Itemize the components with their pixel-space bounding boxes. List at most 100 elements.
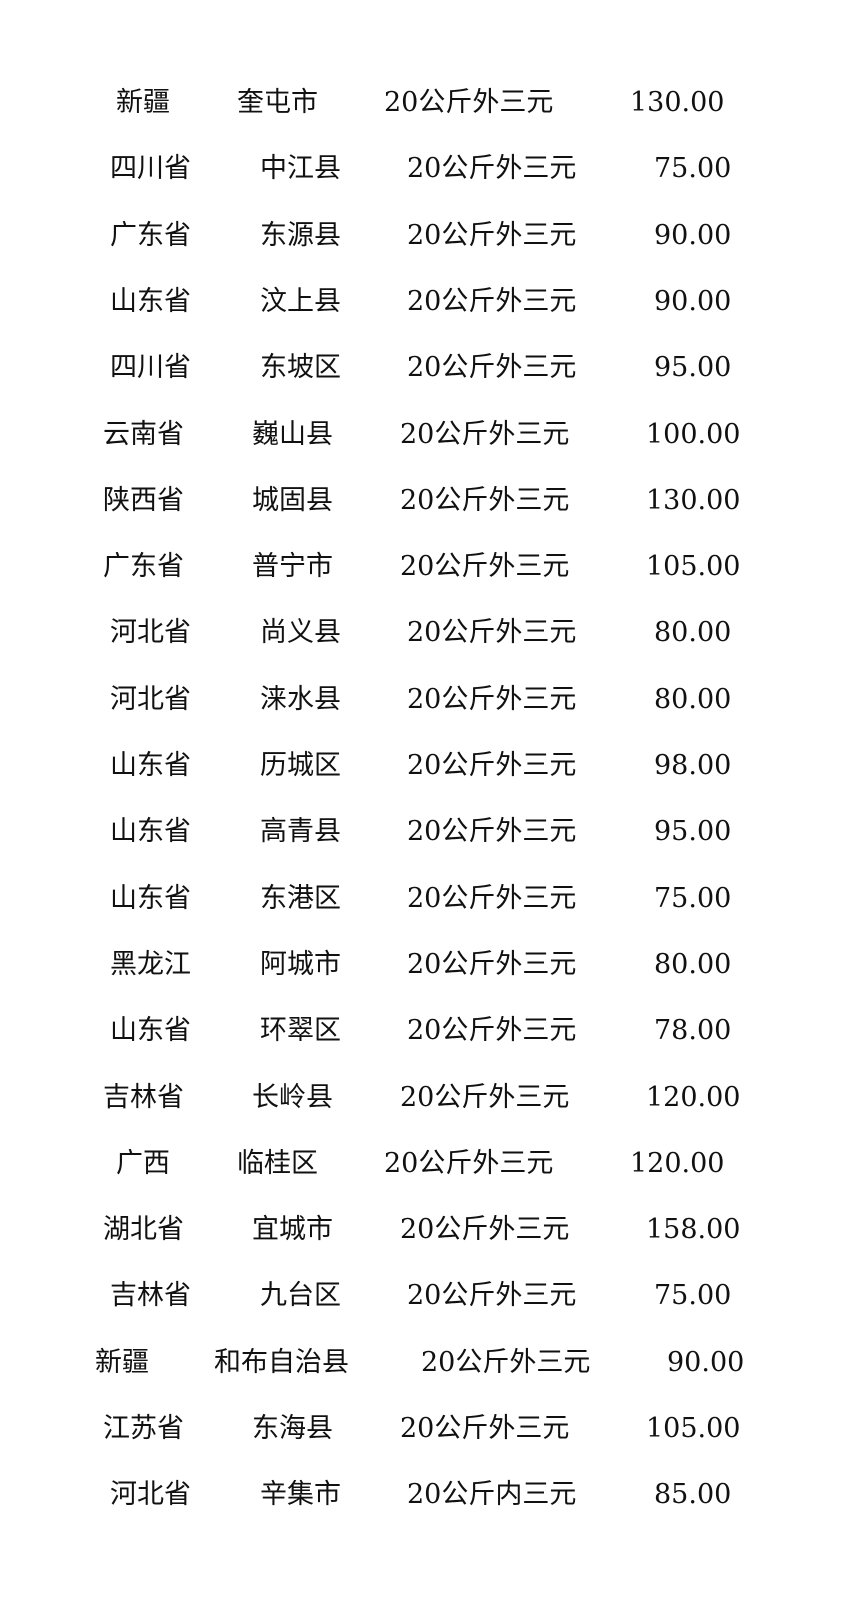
- province-text: 四川省: [110, 153, 191, 185]
- price-text: 105.00: [646, 551, 741, 583]
- rule-text: 20公斤外三元: [400, 484, 570, 516]
- price-text: 80.00: [654, 948, 732, 980]
- city-text: 城固县: [252, 484, 333, 516]
- city-text: 和布自治县: [214, 1346, 349, 1378]
- rule-text: 20公斤外三元: [407, 882, 577, 914]
- list-item: 陕西省 城固县 20公斤外三元 130.00: [0, 481, 858, 521]
- city-text: 高青县: [260, 816, 341, 848]
- list-item: 黑龙江 阿城市 20公斤外三元 80.00: [0, 945, 858, 985]
- city-text: 东海县: [252, 1413, 333, 1444]
- list-item: 山东省 汶上县 20公斤外三元 90.00: [0, 282, 858, 322]
- list-item: 云南省 巍山县 20公斤外三元 100.00: [0, 415, 858, 455]
- list-item: 河北省 辛集市 20公斤内三元 85.00: [0, 1475, 858, 1515]
- rule-text: 20公斤外三元: [407, 153, 577, 185]
- price-text: 100.00: [646, 418, 741, 450]
- list-item: 新疆 和布自治县 20公斤外三元 90.00: [0, 1343, 858, 1383]
- province-text: 广东省: [110, 219, 191, 251]
- list-item: 吉林省 长岭县 20公斤外三元 120.00: [0, 1078, 858, 1118]
- city-text: 涞水县: [260, 683, 341, 715]
- province-text: 广西: [116, 1147, 170, 1179]
- price-text: 78.00: [654, 1015, 732, 1047]
- price-text: 75.00: [654, 153, 732, 185]
- list-item: 湖北省 宜城市 20公斤外三元 158.00: [0, 1210, 858, 1250]
- list-item: 广西 临桂区 20公斤外三元 120.00: [0, 1144, 858, 1184]
- province-text: 湖北省: [103, 1214, 184, 1246]
- list-item: 山东省 环翠区 20公斤外三元 78.00: [0, 1011, 858, 1051]
- price-text: 130.00: [630, 87, 725, 118]
- price-text: 120.00: [630, 1147, 725, 1179]
- city-text: 东坡区: [260, 352, 341, 384]
- price-text: 80.00: [654, 683, 732, 715]
- list-item: 山东省 高青县 20公斤外三元 95.00: [0, 812, 858, 852]
- city-text: 尚义县: [260, 617, 341, 649]
- rule-text: 20公斤外三元: [400, 551, 570, 583]
- list-item: 江苏省 东海县 20公斤外三元 105.00: [0, 1409, 858, 1449]
- price-text: 105.00: [646, 1413, 741, 1444]
- city-text: 九台区: [260, 1280, 341, 1312]
- rule-text: 20公斤外三元: [400, 418, 570, 450]
- list-item: 吉林省 九台区 20公斤外三元 75.00: [0, 1276, 858, 1316]
- rule-text: 20公斤外三元: [407, 219, 577, 251]
- price-text: 90.00: [654, 285, 732, 317]
- list-item: 广东省 普宁市 20公斤外三元 105.00: [0, 547, 858, 587]
- city-text: 宜城市: [252, 1214, 333, 1246]
- city-text: 历城区: [260, 750, 341, 781]
- city-text: 奎屯市: [237, 87, 318, 118]
- price-text: 90.00: [654, 219, 732, 251]
- city-text: 东港区: [260, 882, 341, 914]
- city-text: 普宁市: [252, 551, 333, 583]
- province-text: 四川省: [110, 352, 191, 384]
- rule-text: 20公斤外三元: [407, 1015, 577, 1047]
- province-text: 新疆: [116, 87, 170, 118]
- price-text: 95.00: [654, 816, 732, 848]
- province-text: 新疆: [95, 1346, 149, 1378]
- province-text: 山东省: [110, 816, 191, 848]
- province-text: 河北省: [110, 1479, 191, 1511]
- rule-text: 20公斤外三元: [400, 1413, 570, 1444]
- city-text: 中江县: [260, 153, 341, 185]
- province-text: 山东省: [110, 750, 191, 781]
- province-text: 云南省: [103, 418, 184, 450]
- province-text: 山东省: [110, 1015, 191, 1047]
- list-item: 广东省 东源县 20公斤外三元 90.00: [0, 216, 858, 256]
- city-text: 长岭县: [252, 1081, 333, 1113]
- province-text: 江苏省: [103, 1413, 184, 1444]
- province-text: 陕西省: [103, 484, 184, 516]
- list-item: 新疆 奎屯市 20公斤外三元 130.00: [0, 83, 858, 123]
- price-text: 120.00: [646, 1081, 741, 1113]
- rule-text: 20公斤外三元: [400, 1214, 570, 1246]
- city-text: 阿城市: [260, 948, 341, 980]
- list-item: 四川省 东坡区 20公斤外三元 95.00: [0, 348, 858, 388]
- rule-text: 20公斤外三元: [407, 285, 577, 317]
- rule-text: 20公斤外三元: [407, 948, 577, 980]
- list-item: 山东省 历城区 20公斤外三元 98.00: [0, 746, 858, 786]
- province-text: 广东省: [103, 551, 184, 583]
- city-text: 东源县: [260, 219, 341, 251]
- price-text: 75.00: [654, 882, 732, 914]
- price-text: 75.00: [654, 1280, 732, 1312]
- price-text: 98.00: [654, 750, 732, 781]
- rule-text: 20公斤内三元: [407, 1479, 577, 1511]
- price-text: 158.00: [646, 1214, 741, 1246]
- list-item: 河北省 涞水县 20公斤外三元 80.00: [0, 680, 858, 720]
- province-text: 黑龙江: [110, 948, 191, 980]
- rule-text: 20公斤外三元: [384, 1147, 554, 1179]
- rule-text: 20公斤外三元: [407, 352, 577, 384]
- province-text: 吉林省: [110, 1280, 191, 1312]
- province-text: 河北省: [110, 683, 191, 715]
- rule-text: 20公斤外三元: [421, 1346, 591, 1378]
- price-text: 130.00: [646, 484, 741, 516]
- price-text: 80.00: [654, 617, 732, 649]
- rule-text: 20公斤外三元: [407, 1280, 577, 1312]
- city-text: 环翠区: [260, 1015, 341, 1047]
- rule-text: 20公斤外三元: [384, 87, 554, 118]
- rule-text: 20公斤外三元: [407, 750, 577, 781]
- price-text: 95.00: [654, 352, 732, 384]
- rule-text: 20公斤外三元: [407, 683, 577, 715]
- rule-text: 20公斤外三元: [400, 1081, 570, 1113]
- list-item: 河北省 尚义县 20公斤外三元 80.00: [0, 613, 858, 653]
- province-text: 山东省: [110, 285, 191, 317]
- price-text: 90.00: [667, 1346, 745, 1378]
- province-text: 河北省: [110, 617, 191, 649]
- rule-text: 20公斤外三元: [407, 617, 577, 649]
